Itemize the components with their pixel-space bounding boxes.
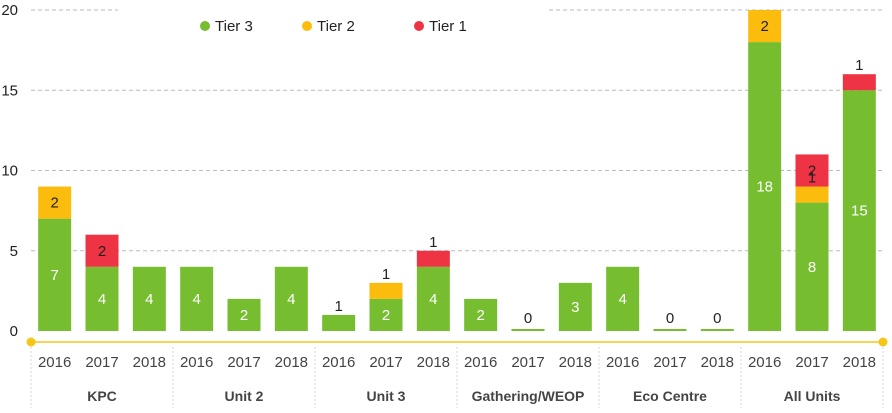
bar-segment [85, 266, 119, 331]
y-tick-label: 15 [1, 82, 18, 99]
bar-segment [85, 234, 119, 267]
data-label: 2 [382, 307, 390, 324]
bar-segment [416, 266, 450, 331]
x-tick-label: 2017 [653, 354, 686, 371]
y-tick-label: 10 [1, 163, 18, 180]
axis-end-dot [26, 337, 36, 347]
x-tick-label: 2016 [748, 354, 781, 371]
data-label: 0 [524, 310, 532, 327]
data-label: 4 [145, 291, 153, 308]
x-tick-label: 2017 [227, 354, 260, 371]
bar-segment [748, 10, 782, 43]
y-tick-label: 20 [1, 2, 18, 19]
x-tick-label: 2018 [701, 354, 734, 371]
x-tick-label: 2018 [133, 354, 166, 371]
bar-segment [180, 266, 214, 331]
legend: Tier 3 Tier 2 Tier 1 [118, 8, 548, 42]
bar-segment [322, 314, 356, 331]
x-tick-label: 2016 [38, 354, 71, 371]
y-tick-label: 0 [10, 323, 18, 340]
data-label: 4 [287, 291, 295, 308]
data-label: 4 [429, 291, 437, 308]
data-label: 1 [382, 266, 390, 283]
data-label: 8 [808, 259, 816, 276]
group-label: All Units [784, 388, 841, 404]
x-tick-label: 2016 [464, 354, 497, 371]
bar-segment [795, 202, 829, 331]
data-label: 1 [808, 170, 816, 187]
data-label: 1 [855, 57, 863, 74]
data-label: 2 [98, 243, 106, 260]
x-tick-label: 2018 [559, 354, 592, 371]
x-tick-label: 2017 [511, 354, 544, 371]
legend-entry: Tier 1 [429, 18, 467, 35]
legend-marker [200, 21, 210, 31]
x-tick-label: 2018 [275, 354, 308, 371]
bar-segment [748, 42, 782, 331]
data-label: 2 [476, 307, 484, 324]
bar-segment [558, 282, 592, 331]
data-label: 3 [571, 299, 579, 316]
data-label: 2 [808, 163, 816, 180]
x-tick-label: 2018 [843, 354, 876, 371]
data-label: 4 [192, 291, 200, 308]
y-tick-label: 5 [10, 243, 18, 260]
legend-marker [414, 21, 424, 31]
bar-segment [227, 298, 261, 331]
data-label: 1 [429, 234, 437, 251]
bar-segment [511, 329, 545, 331]
x-tick-label: 2018 [417, 354, 450, 371]
bars [38, 10, 876, 331]
data-label: 2 [50, 195, 58, 212]
legend-entry: Tier 2 [317, 18, 355, 35]
bar-segment [132, 266, 166, 331]
data-label: 2 [760, 18, 768, 35]
x-tick-label: 2016 [606, 354, 639, 371]
group-label: Eco Centre [633, 388, 707, 404]
data-label: 1 [334, 298, 342, 315]
x-tick-label: 2017 [795, 354, 828, 371]
group-label: Unit 2 [225, 388, 264, 404]
bar-segment [795, 154, 829, 187]
legend-background [118, 8, 548, 42]
bar-segment [274, 266, 308, 331]
group-label: Unit 3 [367, 388, 406, 404]
data-label: 7 [50, 267, 58, 284]
data-label: 4 [618, 291, 626, 308]
bar-segment [464, 298, 498, 331]
bar-segment [416, 250, 450, 267]
data-label: 15 [851, 203, 868, 220]
axis-end-dot [878, 337, 888, 347]
group-label: Gathering/WEOP [472, 388, 585, 404]
x-tick-label: 2017 [85, 354, 118, 371]
x-tick-label: 2017 [369, 354, 402, 371]
bar-segment [842, 90, 876, 331]
x-tick-label: 2016 [322, 354, 355, 371]
legend-entry: Tier 3 [215, 18, 253, 35]
x-tick-label: 2016 [180, 354, 213, 371]
legend-marker [302, 21, 312, 31]
data-label: 0 [713, 310, 721, 327]
data-label: 4 [98, 291, 106, 308]
data-label: 18 [756, 179, 773, 196]
group-label: KPC [87, 388, 117, 404]
bar-segment [369, 298, 403, 331]
bar-segment [38, 186, 72, 219]
data-label: 2 [240, 307, 248, 324]
bar-segment [369, 282, 403, 299]
data-label: 0 [666, 310, 674, 327]
bar-segment [38, 218, 72, 331]
bar-segment [653, 329, 687, 331]
bar-segment [606, 266, 640, 331]
bar-segment [795, 186, 829, 203]
bar-segment [700, 329, 734, 331]
bar-segment [842, 74, 876, 91]
